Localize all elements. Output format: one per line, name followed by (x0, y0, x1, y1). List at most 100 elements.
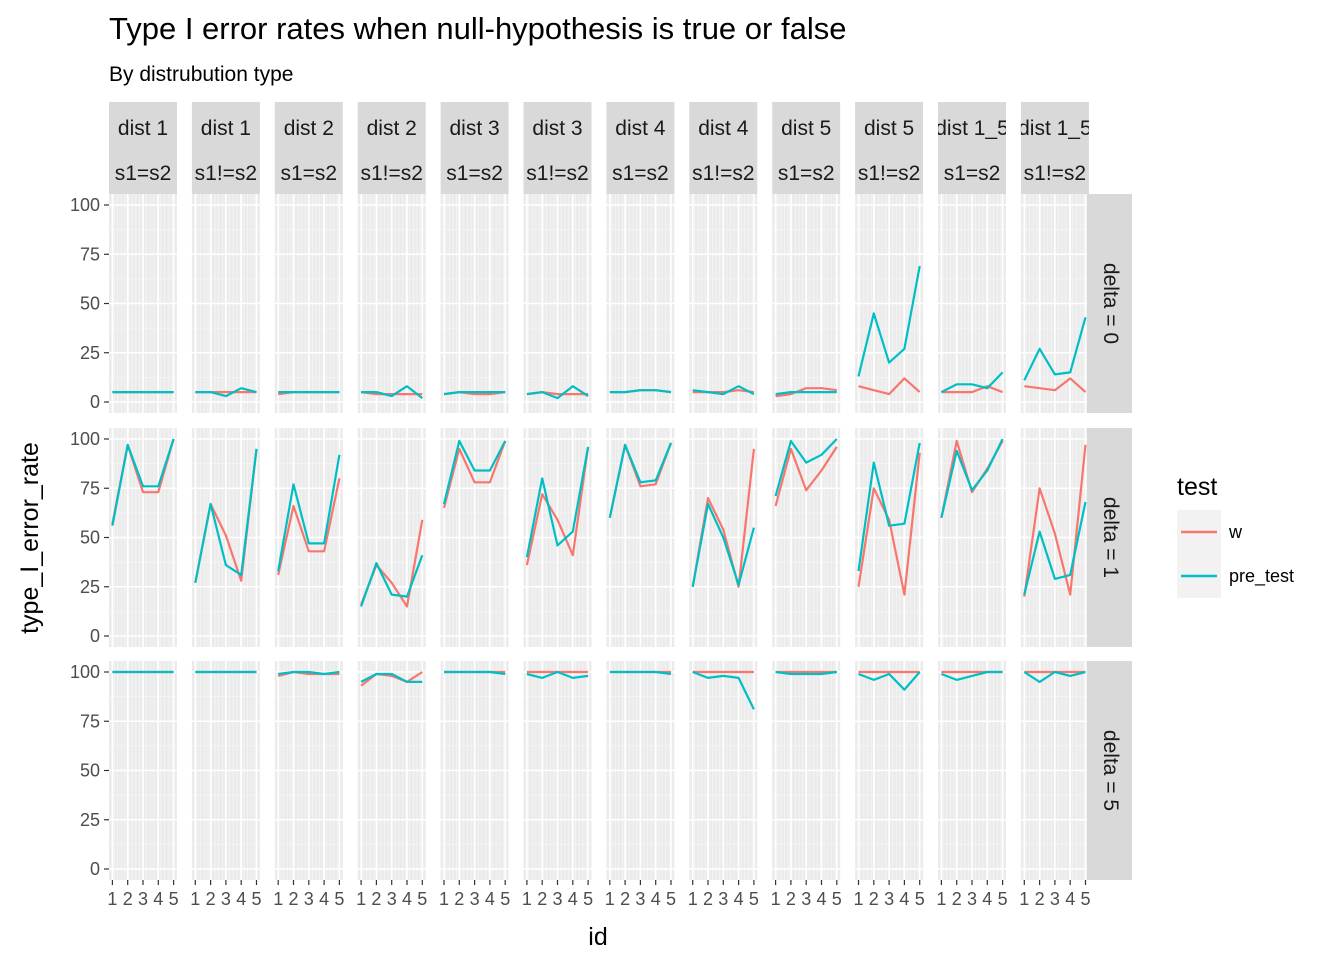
strip-label-s: s1!=s2 (692, 162, 754, 185)
x-tick-label: 4 (319, 889, 329, 909)
x-tick-label: 3 (552, 889, 562, 909)
facet-panel (274, 428, 343, 647)
series-line-w (1024, 377, 1087, 393)
x-tick-label: 4 (651, 889, 661, 909)
strip-label-dist: dist 3 (449, 117, 499, 140)
series-line-w (941, 385, 1003, 394)
series-line-pre-test (525, 446, 590, 558)
strip-label-dist: dist 1_5 (935, 117, 1009, 140)
column-strip: dist 2 s1=s2 (274, 102, 343, 194)
series-line-w (525, 446, 590, 566)
x-tick-label: 2 (869, 889, 879, 909)
y-tick-label: 100 (70, 662, 100, 682)
x-tick-label: 4 (153, 889, 163, 909)
x-tick-label: 1 (190, 889, 200, 909)
x-tick-label: 4 (568, 889, 578, 909)
strip-background (1087, 661, 1132, 880)
x-tick-label: 4 (899, 889, 909, 909)
x-tick-label: 5 (251, 889, 261, 909)
strip-background (440, 102, 509, 194)
column-strip: dist 1_5 s1!=s2 (1018, 102, 1092, 194)
facet-panel (1020, 661, 1089, 880)
column-strip: dist 1 s1=s2 (109, 102, 177, 194)
strip-background (1087, 194, 1132, 413)
x-tick-label: 5 (334, 889, 344, 909)
series-line-w (442, 440, 507, 509)
x-tick-label: 5 (169, 889, 179, 909)
x-tick-label: 1 (688, 889, 698, 909)
series-line-pre-test (111, 438, 175, 526)
strip-label-dist: dist 1 (118, 117, 168, 140)
x-tick-label: 4 (236, 889, 246, 909)
x-tick-label: 2 (786, 889, 796, 909)
series-line-pre-test (278, 670, 340, 676)
facet-panel (523, 194, 592, 413)
strip-label-s: s1!=s2 (858, 162, 920, 185)
y-tick-label: 0 (90, 859, 100, 879)
x-tick-label: 3 (718, 889, 728, 909)
strip-label-s: s1!=s2 (195, 162, 257, 185)
row-strip: delta = 1 (1087, 428, 1132, 647)
column-strip: dist 3 s1=s2 (440, 102, 509, 194)
x-tick-label: 3 (635, 889, 645, 909)
x-tick-label: 4 (402, 889, 412, 909)
strip-label-s: s1!=s2 (1024, 162, 1086, 185)
facet-panels (109, 194, 1089, 880)
strip-background (357, 102, 426, 194)
facet-panel (606, 428, 675, 647)
x-tick-label: 1 (936, 889, 946, 909)
series-line-pre-test (444, 670, 506, 676)
y-tick-label: 25 (80, 343, 100, 363)
legend: test w pre_test (1177, 473, 1294, 598)
strip-label-dist: dist 4 (615, 117, 666, 140)
facet-panel (772, 428, 841, 647)
strip-background (191, 102, 260, 194)
strip-background (274, 102, 343, 194)
column-strip: dist 4 s1=s2 (606, 102, 675, 194)
x-tick-label: 2 (1035, 889, 1045, 909)
facet-panel (938, 194, 1006, 413)
series-line-w (858, 377, 921, 396)
y-tick-label: 50 (80, 294, 100, 314)
x-tick-label: 4 (485, 889, 495, 909)
x-tick-label: 3 (470, 889, 480, 909)
legend-label: w (1228, 522, 1243, 542)
series-line-pre-test (443, 391, 506, 396)
x-tick-label: 2 (288, 889, 298, 909)
y-tick-label: 100 (70, 429, 100, 449)
facet-panel (938, 428, 1006, 647)
series-line-pre-test (277, 454, 341, 572)
x-tick-label: 1 (605, 889, 615, 909)
strip-background (1087, 428, 1132, 647)
strip-label-dist: dist 1_5 (1018, 117, 1092, 140)
series-line-pre-test (609, 389, 672, 394)
facet-panel (606, 661, 675, 880)
x-tick-label: 2 (371, 889, 381, 909)
facet-panel (109, 428, 177, 647)
x-tick-label: 2 (952, 889, 962, 909)
series-line-pre-test (775, 391, 837, 396)
strip-label-dist: dist 3 (532, 117, 582, 140)
x-tick-label: 2 (620, 889, 630, 909)
y-tick-label: 100 (70, 195, 100, 215)
series-line-pre-test (195, 387, 257, 398)
x-tick-label: 3 (138, 889, 148, 909)
facet-panel (274, 194, 343, 413)
x-tick-label: 3 (967, 889, 977, 909)
series-line-pre-test (526, 670, 589, 680)
column-strip: dist 4 s1!=s2 (689, 102, 758, 194)
y-tick-label: 0 (90, 392, 100, 412)
series-line-pre-test (360, 554, 424, 607)
x-tick-label: 1 (853, 889, 863, 909)
x-tick-label: 5 (500, 889, 510, 909)
series-line-pre-test (1023, 501, 1087, 595)
x-tick-label: 5 (915, 889, 925, 909)
row-strip: delta = 5 (1087, 661, 1132, 880)
x-tick-label: 2 (703, 889, 713, 909)
series-line-pre-test (941, 670, 1003, 682)
strip-label-s: s1!=s2 (526, 162, 588, 185)
series-line-w (774, 446, 838, 507)
strip-background (109, 102, 177, 194)
series-line-pre-test (692, 385, 755, 396)
